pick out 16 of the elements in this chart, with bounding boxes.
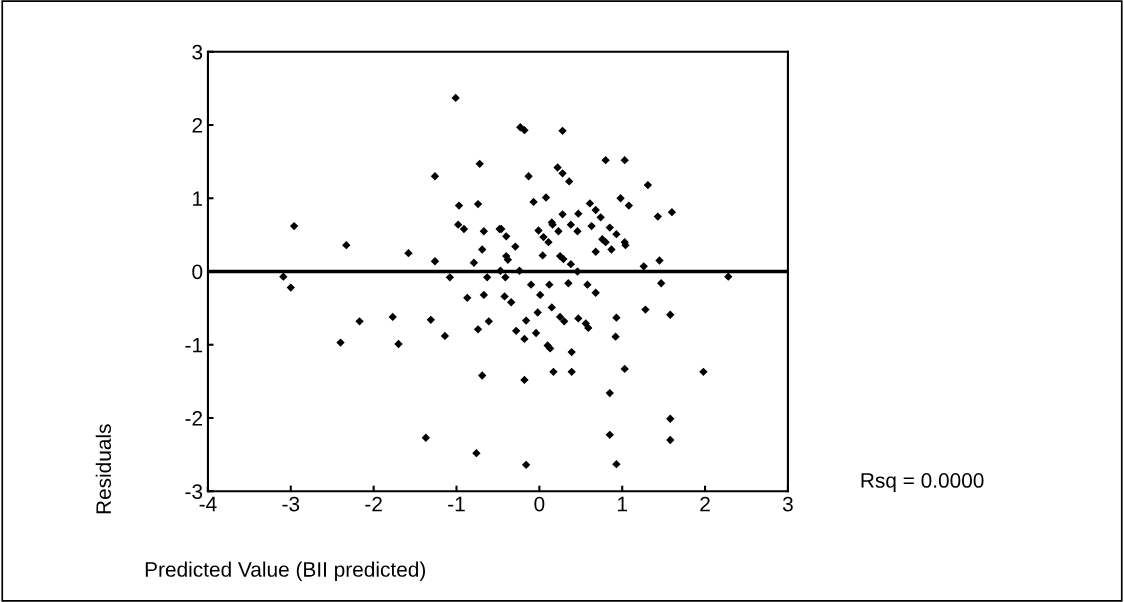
y-tick-label: 1 — [193, 191, 203, 206]
y-tick-label: 3 — [192, 44, 203, 60]
x-tick-label: -1 — [448, 496, 465, 512]
x-axis-title: Predicted Value (BII predicted) — [145, 561, 426, 581]
x-tick-label: 1 — [618, 496, 627, 512]
y-axis-title: Residuals — [95, 424, 112, 514]
x-tick-label: 3 — [782, 496, 793, 512]
y-tick-label: -1 — [185, 337, 203, 353]
y-tick-label: -2 — [185, 410, 203, 426]
y-tick-label: 0 — [192, 264, 203, 280]
x-tick-label: 0 — [534, 496, 545, 512]
text: Rsq = 0.0000 — [861, 473, 984, 492]
x-tick-label: 2 — [700, 496, 710, 512]
x-tick-label: -2 — [365, 496, 382, 512]
x-tick-label: -3 — [282, 496, 300, 512]
y-tick-label: 2 — [192, 118, 203, 133]
